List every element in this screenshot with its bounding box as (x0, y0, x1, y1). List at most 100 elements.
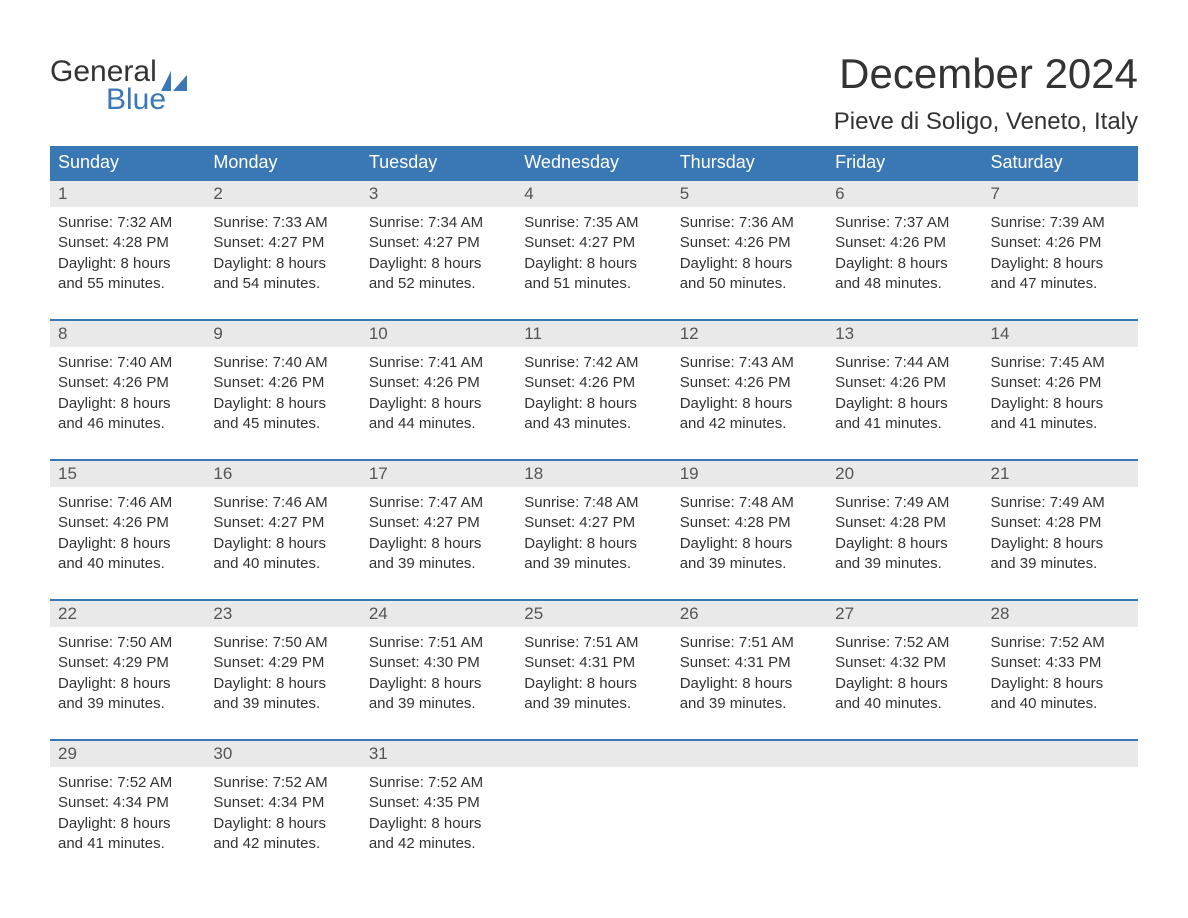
calendar-day-cell: 27Sunrise: 7:52 AMSunset: 4:32 PMDayligh… (827, 600, 982, 730)
day-sunrise: Sunrise: 7:34 AM (369, 213, 508, 233)
day-daylight2: and 40 minutes. (213, 554, 352, 574)
calendar-day-cell: 10Sunrise: 7:41 AMSunset: 4:26 PMDayligh… (361, 320, 516, 450)
day-sunset: Sunset: 4:26 PM (991, 233, 1130, 253)
month-title: December 2024 (834, 50, 1138, 98)
calendar-day-cell: 8Sunrise: 7:40 AMSunset: 4:26 PMDaylight… (50, 320, 205, 450)
day-daylight2: and 52 minutes. (369, 274, 508, 294)
day-daylight2: and 39 minutes. (524, 554, 663, 574)
calendar-page: General Blue December 2024 Pieve di Soli… (0, 0, 1188, 900)
day-daylight1: Daylight: 8 hours (835, 674, 974, 694)
day-daylight1: Daylight: 8 hours (835, 394, 974, 414)
calendar-day-cell: 7Sunrise: 7:39 AMSunset: 4:26 PMDaylight… (983, 180, 1138, 310)
calendar-day-cell (672, 740, 827, 870)
day-details: Sunrise: 7:32 AMSunset: 4:28 PMDaylight:… (50, 207, 205, 302)
day-sunrise: Sunrise: 7:52 AM (991, 633, 1130, 653)
day-sunrise: Sunrise: 7:40 AM (58, 353, 197, 373)
day-daylight1: Daylight: 8 hours (58, 534, 197, 554)
day-sunrise: Sunrise: 7:48 AM (524, 493, 663, 513)
day-number: 13 (827, 321, 982, 347)
day-daylight1: Daylight: 8 hours (680, 254, 819, 274)
calendar-day-cell: 17Sunrise: 7:47 AMSunset: 4:27 PMDayligh… (361, 460, 516, 590)
day-sunset: Sunset: 4:27 PM (213, 513, 352, 533)
calendar-day-cell: 24Sunrise: 7:51 AMSunset: 4:30 PMDayligh… (361, 600, 516, 730)
calendar-day-cell: 3Sunrise: 7:34 AMSunset: 4:27 PMDaylight… (361, 180, 516, 310)
day-details: Sunrise: 7:48 AMSunset: 4:27 PMDaylight:… (516, 487, 671, 582)
calendar-day-cell: 29Sunrise: 7:52 AMSunset: 4:34 PMDayligh… (50, 740, 205, 870)
day-number: 6 (827, 181, 982, 207)
day-daylight2: and 39 minutes. (680, 694, 819, 714)
day-details: Sunrise: 7:39 AMSunset: 4:26 PMDaylight:… (983, 207, 1138, 302)
calendar-day-cell: 19Sunrise: 7:48 AMSunset: 4:28 PMDayligh… (672, 460, 827, 590)
day-daylight1: Daylight: 8 hours (58, 254, 197, 274)
day-number: 3 (361, 181, 516, 207)
day-number: 20 (827, 461, 982, 487)
day-details: Sunrise: 7:48 AMSunset: 4:28 PMDaylight:… (672, 487, 827, 582)
calendar-week-row: 8Sunrise: 7:40 AMSunset: 4:26 PMDaylight… (50, 320, 1138, 450)
day-daylight1: Daylight: 8 hours (991, 534, 1130, 554)
day-number: 1 (50, 181, 205, 207)
weekday-header: Thursday (672, 146, 827, 180)
day-sunrise: Sunrise: 7:52 AM (58, 773, 197, 793)
day-number: 27 (827, 601, 982, 627)
day-sunrise: Sunrise: 7:51 AM (369, 633, 508, 653)
day-daylight1: Daylight: 8 hours (213, 254, 352, 274)
day-daylight1: Daylight: 8 hours (680, 394, 819, 414)
day-daylight1: Daylight: 8 hours (835, 534, 974, 554)
day-sunset: Sunset: 4:29 PM (58, 653, 197, 673)
day-number: 19 (672, 461, 827, 487)
weekday-header: Sunday (50, 146, 205, 180)
calendar-day-cell: 11Sunrise: 7:42 AMSunset: 4:26 PMDayligh… (516, 320, 671, 450)
day-sunset: Sunset: 4:27 PM (369, 233, 508, 253)
day-daylight2: and 40 minutes. (991, 694, 1130, 714)
weekday-header-row: Sunday Monday Tuesday Wednesday Thursday… (50, 146, 1138, 180)
day-details: Sunrise: 7:41 AMSunset: 4:26 PMDaylight:… (361, 347, 516, 442)
day-number: 23 (205, 601, 360, 627)
day-details: Sunrise: 7:52 AMSunset: 4:35 PMDaylight:… (361, 767, 516, 862)
day-sunrise: Sunrise: 7:51 AM (680, 633, 819, 653)
day-daylight2: and 39 minutes. (213, 694, 352, 714)
day-daylight2: and 42 minutes. (213, 834, 352, 854)
day-details: Sunrise: 7:50 AMSunset: 4:29 PMDaylight:… (50, 627, 205, 722)
day-sunrise: Sunrise: 7:35 AM (524, 213, 663, 233)
weekday-header: Monday (205, 146, 360, 180)
day-sunrise: Sunrise: 7:51 AM (524, 633, 663, 653)
day-daylight1: Daylight: 8 hours (524, 254, 663, 274)
day-daylight1: Daylight: 8 hours (991, 394, 1130, 414)
day-daylight2: and 41 minutes. (991, 414, 1130, 434)
day-daylight1: Daylight: 8 hours (58, 674, 197, 694)
calendar-week-row: 1Sunrise: 7:32 AMSunset: 4:28 PMDaylight… (50, 180, 1138, 310)
day-sunrise: Sunrise: 7:49 AM (835, 493, 974, 513)
day-daylight2: and 51 minutes. (524, 274, 663, 294)
day-sunset: Sunset: 4:26 PM (58, 513, 197, 533)
calendar-day-cell: 4 Sunrise: 7:35 AMSunset: 4:27 PMDaylight… (516, 180, 671, 310)
day-details: Sunrise: 7:52 AMSunset: 4:32 PMDaylight:… (827, 627, 982, 722)
day-daylight1: Daylight: 8 hours (524, 394, 663, 414)
day-number: 22 (50, 601, 205, 627)
day-number-empty (672, 741, 827, 767)
calendar-week-row: 29Sunrise: 7:52 AMSunset: 4:34 PMDayligh… (50, 740, 1138, 870)
calendar-day-cell: 13Sunrise: 7:44 AMSunset: 4:26 PMDayligh… (827, 320, 982, 450)
day-sunset: Sunset: 4:26 PM (369, 373, 508, 393)
day-number: 4 (516, 181, 671, 207)
day-daylight1: Daylight: 8 hours (369, 394, 508, 414)
calendar-day-cell: 14Sunrise: 7:45 AMSunset: 4:26 PMDayligh… (983, 320, 1138, 450)
day-daylight2: and 39 minutes. (369, 554, 508, 574)
day-number: 7 (983, 181, 1138, 207)
day-number: 14 (983, 321, 1138, 347)
day-details: Sunrise: 7:40 AMSunset: 4:26 PMDaylight:… (50, 347, 205, 442)
day-daylight2: and 39 minutes. (991, 554, 1130, 574)
day-number: 5 (672, 181, 827, 207)
day-number: 25 (516, 601, 671, 627)
day-daylight1: Daylight: 8 hours (835, 254, 974, 274)
day-sunrise: Sunrise: 7:52 AM (835, 633, 974, 653)
day-sunset: Sunset: 4:34 PM (58, 793, 197, 813)
day-number: 21 (983, 461, 1138, 487)
day-sunset: Sunset: 4:27 PM (213, 233, 352, 253)
day-sunrise: Sunrise: 7:50 AM (213, 633, 352, 653)
day-daylight2: and 46 minutes. (58, 414, 197, 434)
day-daylight2: and 40 minutes. (835, 694, 974, 714)
day-sunset: Sunset: 4:27 PM (524, 233, 663, 253)
day-details: Sunrise: 7:46 AMSunset: 4:26 PMDaylight:… (50, 487, 205, 582)
calendar-day-cell: 9Sunrise: 7:40 AMSunset: 4:26 PMDaylight… (205, 320, 360, 450)
calendar-day-cell: 26Sunrise: 7:51 AMSunset: 4:31 PMDayligh… (672, 600, 827, 730)
